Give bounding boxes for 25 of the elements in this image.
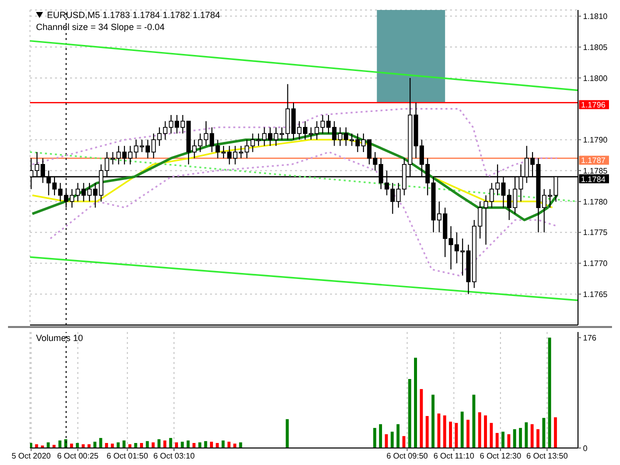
x-tick-label: 6 Oct 13:50 bbox=[526, 452, 568, 461]
ref-line-label: 1.1787 bbox=[581, 156, 606, 166]
x-tick-label: 6 Oct 12:30 bbox=[480, 452, 522, 461]
x-tick-label: 6 Oct 09:50 bbox=[386, 452, 428, 461]
y-tick-label: 1.1810 bbox=[583, 12, 608, 22]
y-tick-label: 1.1805 bbox=[583, 42, 608, 52]
chart-title: Volumes 10 bbox=[36, 333, 84, 343]
y-tick-label: 1.1780 bbox=[583, 197, 608, 206]
y-tick-label: 1.1775 bbox=[583, 228, 608, 238]
x-tick-label: 6 Oct 00:25 bbox=[57, 452, 100, 461]
x-tick-label: 6 Oct 11:10 bbox=[433, 452, 475, 461]
x-tick-label: 5 Oct 2020 bbox=[12, 452, 52, 461]
x-tick-label: 6 Oct 03:10 bbox=[153, 452, 196, 461]
x-tick-label: 6 Oct 01:50 bbox=[106, 452, 149, 461]
y-tick-label: 0 bbox=[583, 444, 588, 453]
ref-line-label: 1.1784 bbox=[581, 174, 606, 184]
y-tick-label: 1.1790 bbox=[583, 136, 608, 145]
y-tick-label: 1.1800 bbox=[583, 74, 608, 83]
y-tick-label: 1.1785 bbox=[583, 166, 608, 176]
chart-title: EURUSD,M5 1.1783 1.1784 1.1782 1.1784 bbox=[47, 10, 220, 20]
y-tick-label: 1.1765 bbox=[583, 290, 608, 299]
text: Channel size = 34 Slope = -0.04 bbox=[36, 21, 166, 33]
y-tick-label: 1.1770 bbox=[583, 259, 608, 268]
ref-line-label: 1.1796 bbox=[581, 100, 606, 110]
y-tick-label: 176 bbox=[583, 333, 597, 342]
